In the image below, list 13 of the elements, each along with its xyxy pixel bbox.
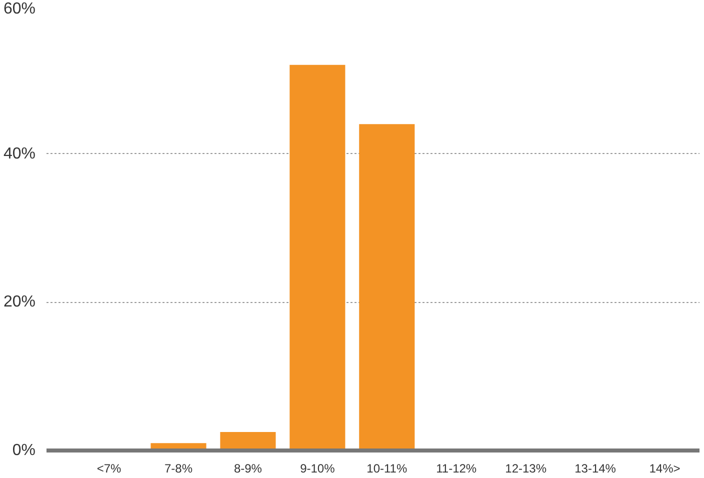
y-tick-label: 60% [3,0,36,18]
x-tick-label: 11-12% [436,462,477,476]
x-tick-label: 10-11% [366,462,408,476]
x-tick-label: 13-14% [574,462,616,476]
y-tick-label: 40% [3,145,36,162]
x-tick-label: 12-13% [505,462,547,476]
x-tick-label: 9-10% [300,462,336,476]
y-tick-label: 0% [12,442,36,459]
x-tick-label: 7-8% [164,462,193,476]
x-tick-label: <7% [96,462,122,476]
x-tick-label: 14%> [649,462,680,476]
y-tick-label: 20% [3,294,36,311]
x-tick-label: 8-9% [234,462,262,476]
